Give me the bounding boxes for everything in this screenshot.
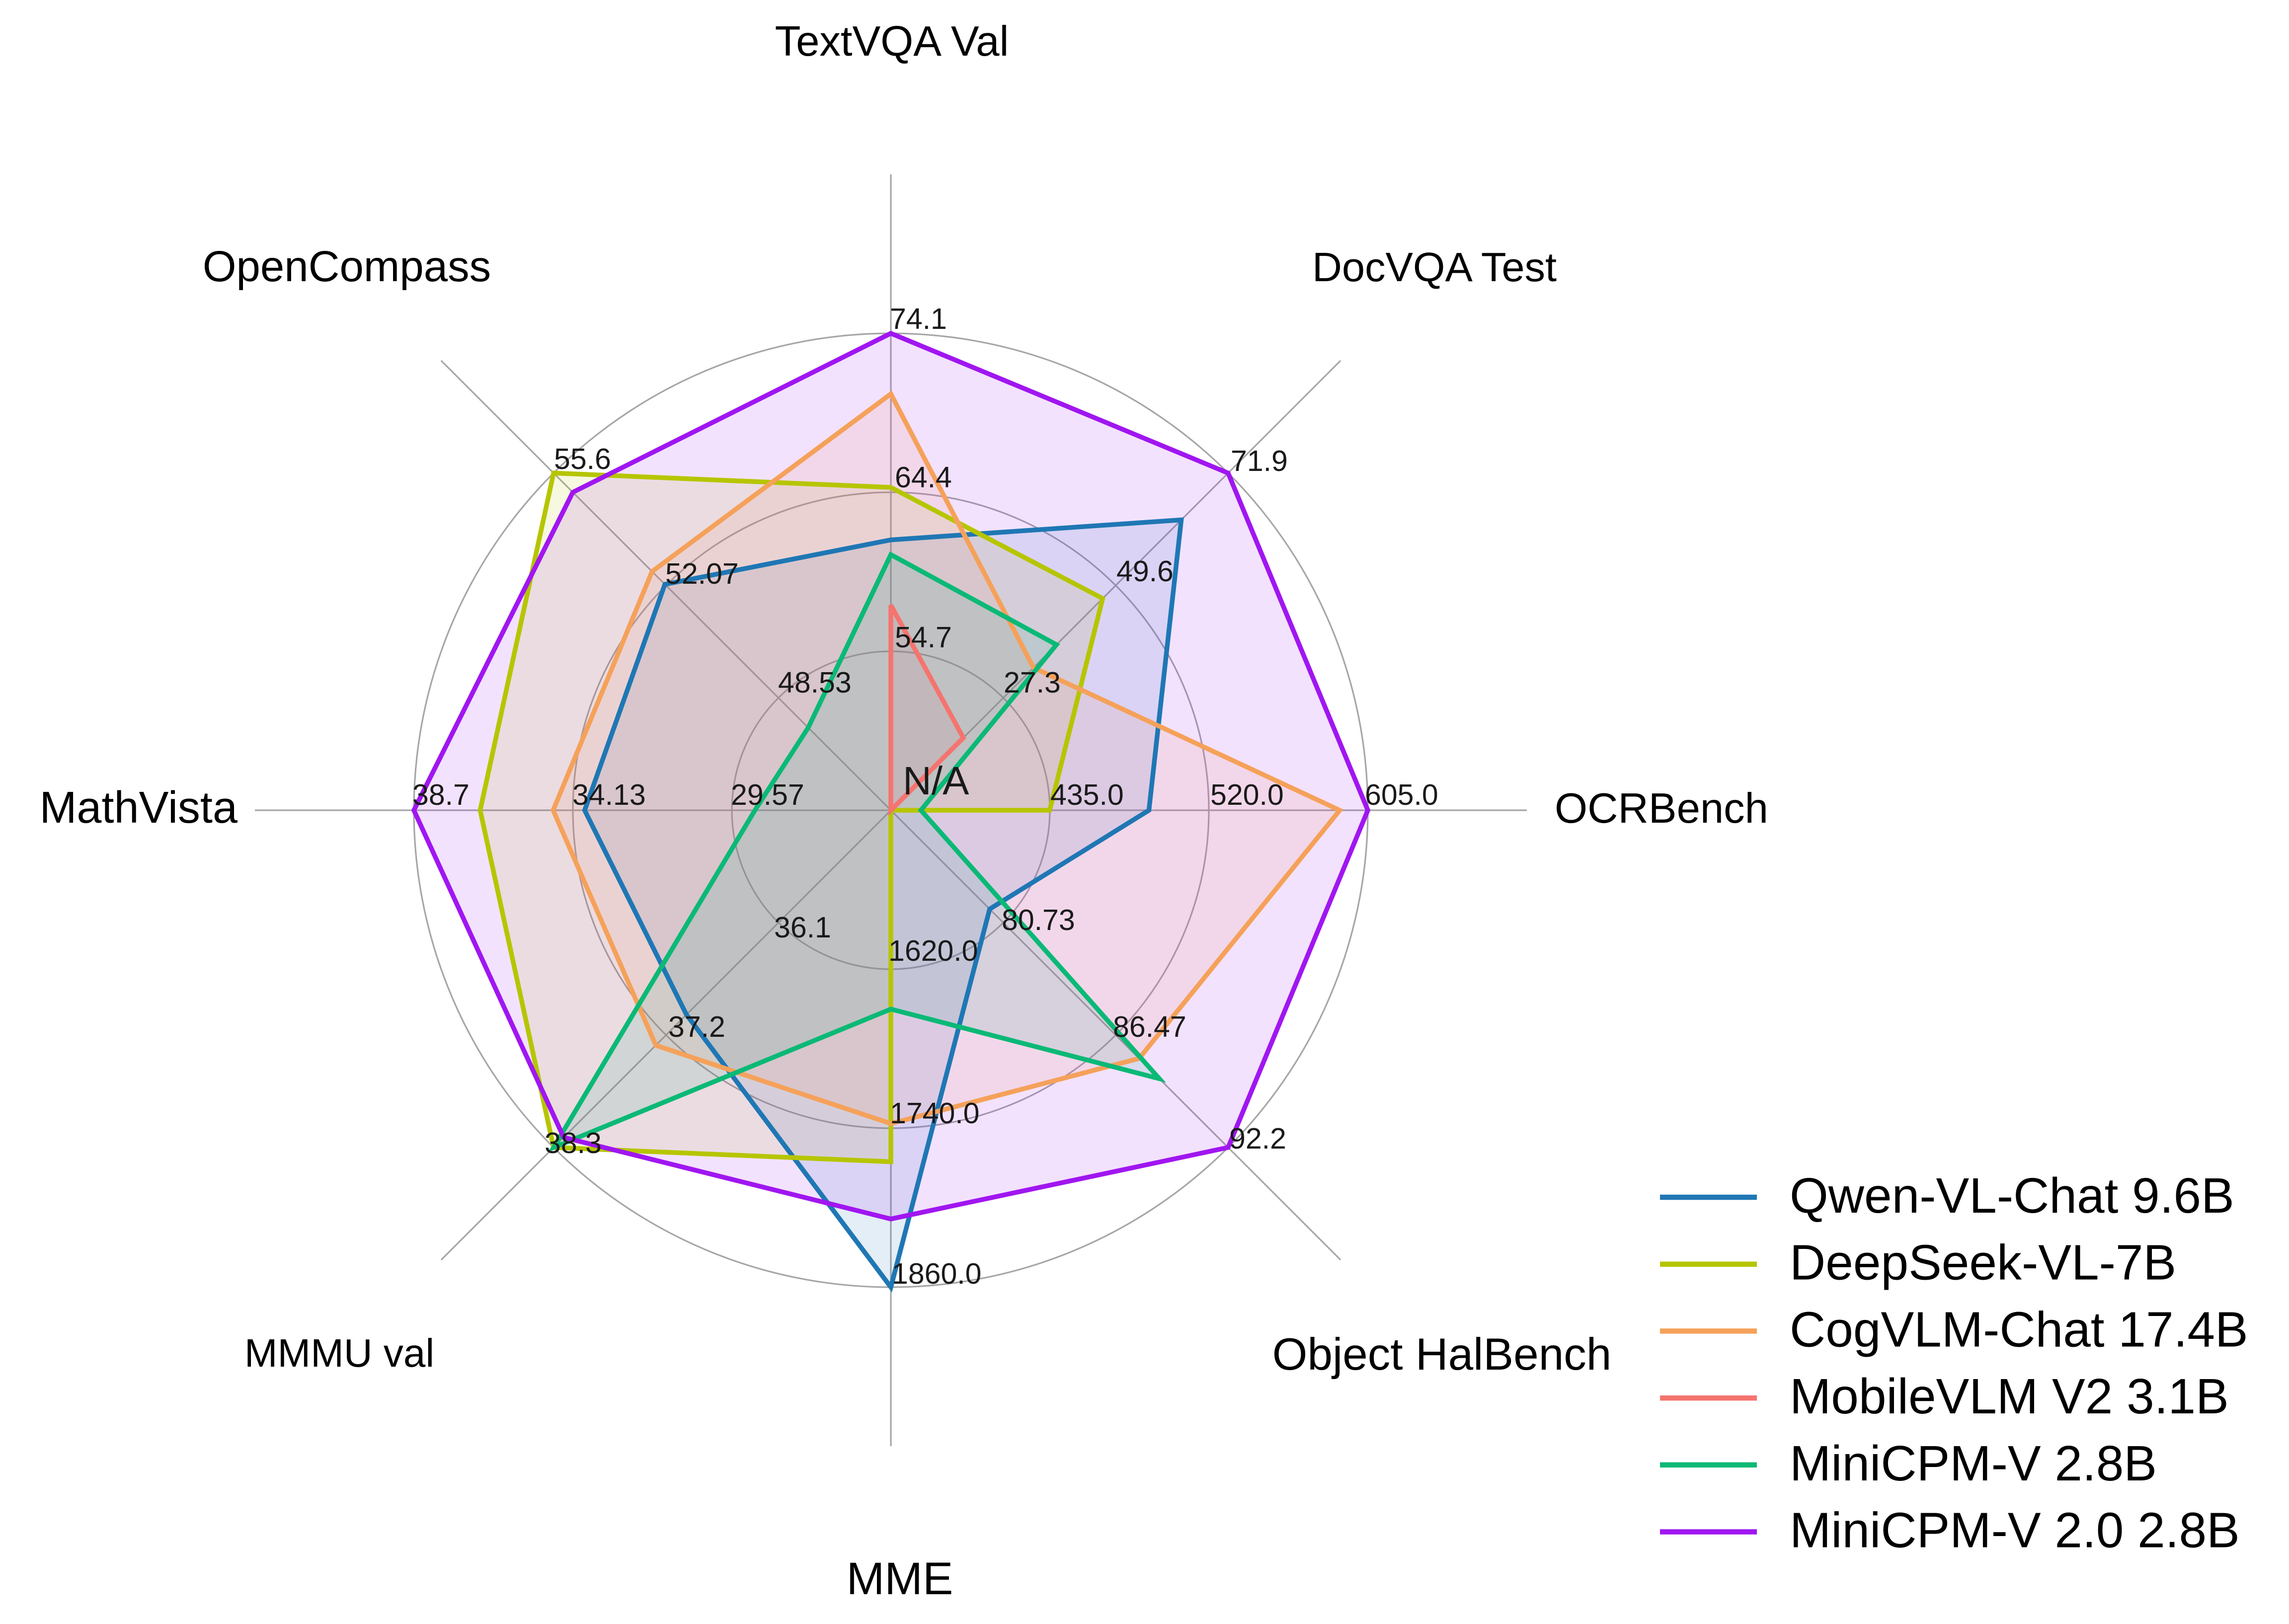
svg-text:86.47: 86.47	[1113, 1010, 1186, 1043]
svg-text:36.1: 36.1	[774, 911, 831, 944]
svg-text:52.07: 52.07	[665, 557, 739, 590]
svg-text:605.0: 605.0	[1365, 778, 1438, 811]
svg-text:27.3: 27.3	[1004, 666, 1061, 699]
svg-text:435.0: 435.0	[1050, 778, 1124, 811]
svg-text:N/A: N/A	[903, 759, 969, 803]
svg-text:54.7: 54.7	[895, 621, 952, 654]
svg-text:74.1: 74.1	[890, 303, 947, 335]
svg-text:TextVQA Val: TextVQA Val	[775, 18, 1009, 65]
svg-text:CogVLM-Chat 17.4B: CogVLM-Chat 17.4B	[1790, 1302, 2248, 1357]
svg-text:49.6: 49.6	[1116, 555, 1174, 588]
svg-text:MMMU val: MMMU val	[244, 1331, 434, 1375]
svg-text:38.7: 38.7	[412, 778, 470, 811]
svg-text:MobileVLM V2 3.1B: MobileVLM V2 3.1B	[1790, 1369, 2229, 1424]
svg-text:1740.0: 1740.0	[890, 1097, 979, 1130]
svg-text:MME: MME	[847, 1553, 953, 1604]
svg-text:OpenCompass: OpenCompass	[203, 242, 491, 291]
svg-text:Object HalBench: Object HalBench	[1272, 1329, 1612, 1380]
svg-text:64.4: 64.4	[895, 461, 952, 494]
svg-text:29.57: 29.57	[731, 778, 804, 811]
svg-text:DocVQA Test: DocVQA Test	[1312, 244, 1557, 290]
svg-text:80.73: 80.73	[1002, 904, 1075, 936]
svg-text:DeepSeek-VL-7B: DeepSeek-VL-7B	[1790, 1235, 2176, 1291]
svg-text:48.53: 48.53	[778, 666, 852, 699]
svg-text:OCRBench: OCRBench	[1555, 785, 1768, 832]
svg-text:1620.0: 1620.0	[888, 934, 978, 967]
svg-text:92.2: 92.2	[1229, 1122, 1286, 1155]
svg-text:71.9: 71.9	[1231, 445, 1288, 477]
svg-text:38.3: 38.3	[545, 1127, 602, 1160]
svg-text:MiniCPM-V 2.8B: MiniCPM-V 2.8B	[1790, 1436, 2157, 1491]
svg-text:520.0: 520.0	[1210, 778, 1284, 811]
svg-text:55.6: 55.6	[554, 443, 611, 475]
svg-text:Qwen-VL-Chat 9.6B: Qwen-VL-Chat 9.6B	[1790, 1168, 2234, 1224]
svg-text:34.13: 34.13	[572, 778, 646, 811]
svg-text:1860.0: 1860.0	[892, 1257, 981, 1290]
svg-text:MiniCPM-V 2.0 2.8B: MiniCPM-V 2.0 2.8B	[1790, 1503, 2240, 1558]
svg-text:37.2: 37.2	[668, 1010, 725, 1043]
svg-text:MathVista: MathVista	[39, 783, 237, 833]
